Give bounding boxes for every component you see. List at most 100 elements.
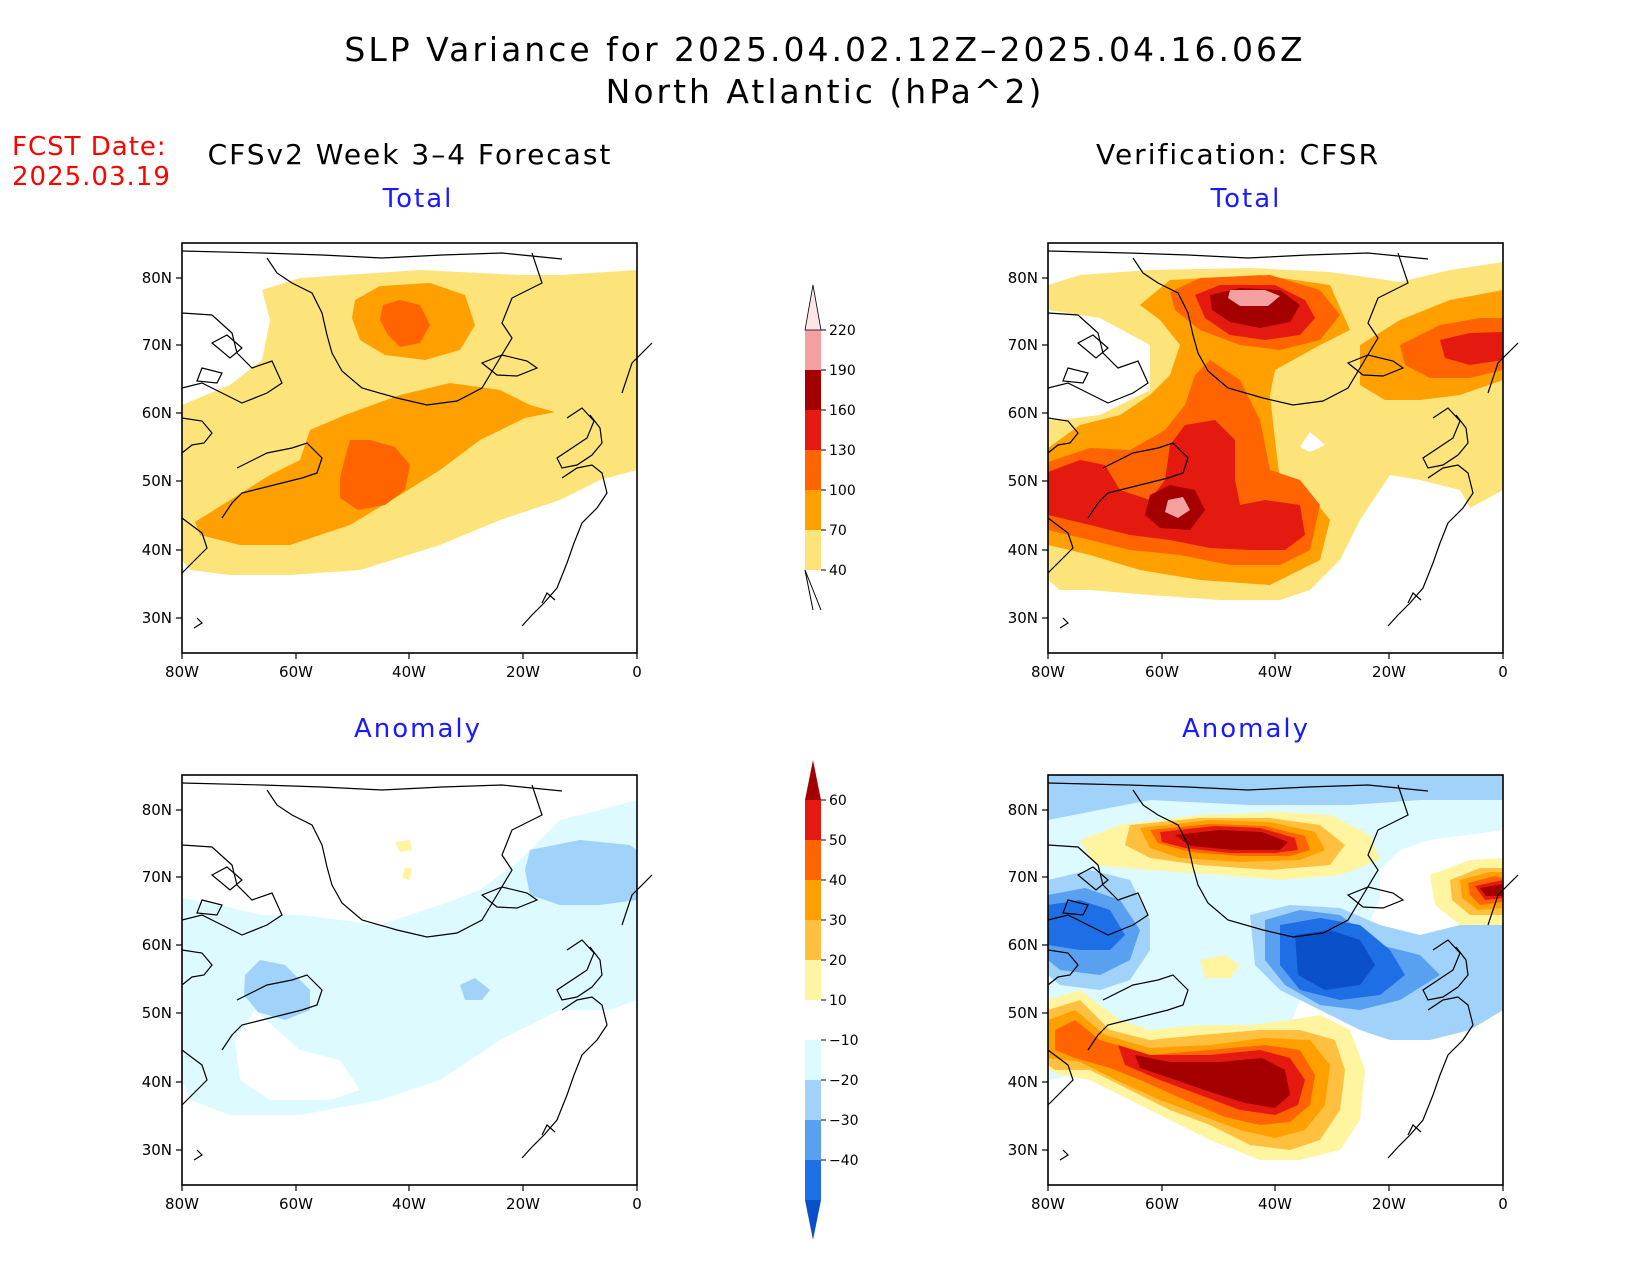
colorbar-level-label: 130 [829,443,856,459]
lon-label: 0 [632,1195,642,1213]
colorbar-level-label: 100 [829,483,856,499]
anomaly-colorbar: 60 50 40 30 20 10 −10 −20 −30 −40 [805,760,859,1240]
lat-label: 30N [1008,1141,1038,1159]
colorbar-lower-end-edge [804,569,822,611]
colorbar-swatch [805,880,821,920]
lat-label: 80N [142,801,172,819]
contour-minus-20 [525,840,637,905]
verification-anomaly-map [1048,775,1503,1185]
lat-label: 70N [142,336,172,354]
lon-label: 40W [392,663,426,681]
lat-label: 30N [1008,609,1038,627]
lat-label: 30N [142,1141,172,1159]
verification-total-map [1048,243,1503,653]
contour-100-north [380,300,430,347]
lat-label: 70N [1008,868,1038,886]
colorbar-level-label: 190 [829,363,856,379]
lat-label: 70N [142,868,172,886]
colorbar-swatch [805,960,821,1000]
colorbar-upper-end [804,284,822,331]
colorbar-lower-end [804,569,814,611]
colorbar-level-label: 30 [829,913,847,929]
colorbar-level-label: 40 [829,873,847,889]
panel-title-verification-anomaly: Anomaly [1181,714,1311,744]
lon-label: 0 [1498,663,1508,681]
colorbar-level-label: −30 [829,1113,859,1129]
colorbar-swatch [805,840,821,880]
colorbar-level-label: 60 [829,793,847,809]
colorbar-swatch [805,450,821,490]
colorbar-level-label: 160 [829,403,856,419]
lon-label: 0 [632,663,642,681]
lon-label: 40W [1258,663,1292,681]
forecast-column-title: CFSv2 Week 3–4 Forecast [207,138,613,171]
lat-label: 80N [142,269,172,287]
colorbar-level-label: 20 [829,953,847,969]
contour-60-north [1175,830,1288,850]
lat-label: 40N [1008,541,1038,559]
colorbar-swatch [805,920,821,960]
lon-label: 20W [1372,1195,1406,1213]
panel-title-verification-total: Total [1210,184,1282,214]
contour-100 [340,440,410,510]
near-zero-area [235,1010,360,1100]
colorbar-swatch [805,1080,821,1120]
lat-label: 50N [1008,1004,1038,1022]
lon-label: 80W [1031,663,1065,681]
lon-label: 0 [1498,1195,1508,1213]
contour-minus-20-mid [460,978,490,1000]
lon-label: 20W [1372,663,1406,681]
contour-minus-20-west [244,960,310,1020]
contour-190-north [1228,290,1280,306]
colorbar-swatch [805,1000,821,1040]
lat-label: 40N [142,541,172,559]
contour-below-minus-40 [1295,930,1375,990]
lat-label: 60N [142,404,172,422]
lon-label: 20W [506,663,540,681]
axes-layer: 80N 70N 60N 50N 40N 30N 80W 60W 40W 20W 0 80N 70N 60N… [142,269,1508,1213]
contour-10 [395,840,412,852]
panel-title-forecast-total: Total [382,184,454,214]
lon-label: 80W [165,1195,199,1213]
colorbar-level-label: −20 [829,1073,859,1089]
fcst-date: 2025.03.19 [12,162,171,192]
lon-label: 60W [279,1195,313,1213]
main-title: SLP Variance for 2025.04.02.12Z–2025.04.… [344,30,1306,69]
lat-label: 50N [1008,472,1038,490]
colorbar-level-label: 10 [829,993,847,1009]
fcst-label: FCST Date: [12,132,167,162]
lat-label: 80N [1008,801,1038,819]
lon-label: 80W [165,663,199,681]
contour-60 [1135,1055,1290,1108]
colorbar-level-label: −10 [829,1033,859,1049]
contour-130-east [1440,332,1503,365]
colorbar-level-label: 70 [829,523,847,539]
near-zero-area [1048,1075,1160,1160]
lat-label: 40N [1008,1073,1038,1091]
colorbar-swatch [805,490,821,530]
verification-column-title: Verification: CFSR [1095,138,1381,171]
colorbar-level-label: 50 [829,833,847,849]
lat-label: 50N [142,1004,172,1022]
colorbar-level-label: 220 [829,323,856,339]
lon-label: 60W [1145,1195,1179,1213]
lon-label: 40W [1258,1195,1292,1213]
colorbar-swatch [805,800,821,840]
lon-label: 40W [392,1195,426,1213]
colorbar-swatch [805,330,821,370]
contour-10-2 [402,868,412,880]
colorbar-swatch [805,370,821,410]
lon-label: 80W [1031,1195,1065,1213]
colorbar-upper-end [805,760,821,800]
colorbar-swatch [805,1160,821,1200]
lat-label: 30N [142,609,172,627]
panel-title-forecast-anomaly: Anomaly [353,714,483,744]
contour-130 [1048,420,1305,550]
colorbar-swatch [805,1040,821,1080]
total-colorbar: 40 70 100 130 160 190 220 [804,284,856,611]
low-variance-gap-2 [1300,432,1325,452]
lat-label: 60N [1008,936,1038,954]
lat-label: 70N [1008,336,1038,354]
colorbar-lower-end [805,1200,821,1240]
